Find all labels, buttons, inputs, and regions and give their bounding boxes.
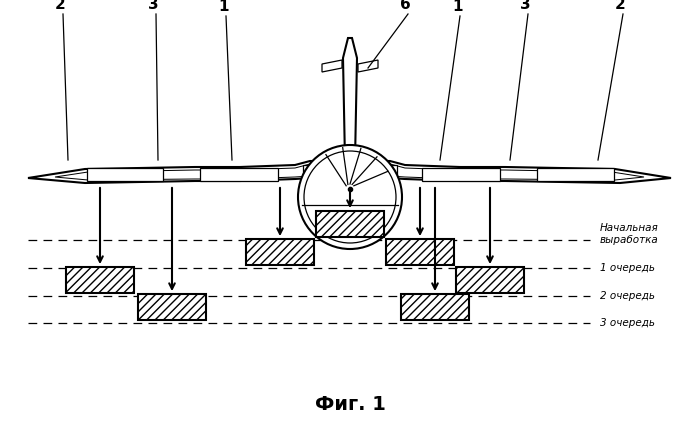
Text: 1 очередь: 1 очередь (600, 263, 655, 273)
Text: 1: 1 (218, 0, 229, 14)
Bar (246, 239, 314, 265)
Bar (537, 168, 614, 181)
Polygon shape (28, 161, 671, 183)
Text: Начальная
выработка: Начальная выработка (600, 223, 658, 245)
Ellipse shape (298, 145, 402, 249)
Text: 2: 2 (55, 0, 66, 12)
Text: 3 очередь: 3 очередь (600, 318, 655, 328)
Bar (422, 168, 500, 181)
Polygon shape (343, 38, 357, 161)
Bar (303, 165, 397, 180)
Bar (386, 239, 454, 265)
Bar (66, 267, 134, 293)
Ellipse shape (304, 151, 396, 243)
Polygon shape (358, 60, 378, 72)
Text: 3: 3 (148, 0, 159, 12)
Polygon shape (322, 60, 342, 72)
Text: 6: 6 (400, 0, 411, 12)
Text: Фиг. 1: Фиг. 1 (315, 395, 385, 415)
Text: 2 очередь: 2 очередь (600, 291, 655, 301)
Bar (401, 294, 469, 320)
Text: 2: 2 (615, 0, 626, 12)
Bar (87, 168, 163, 181)
Text: 1: 1 (452, 0, 463, 14)
Bar (456, 267, 524, 293)
Bar (138, 294, 206, 320)
Bar (200, 168, 278, 181)
Bar (316, 211, 384, 237)
Text: 3: 3 (520, 0, 531, 12)
